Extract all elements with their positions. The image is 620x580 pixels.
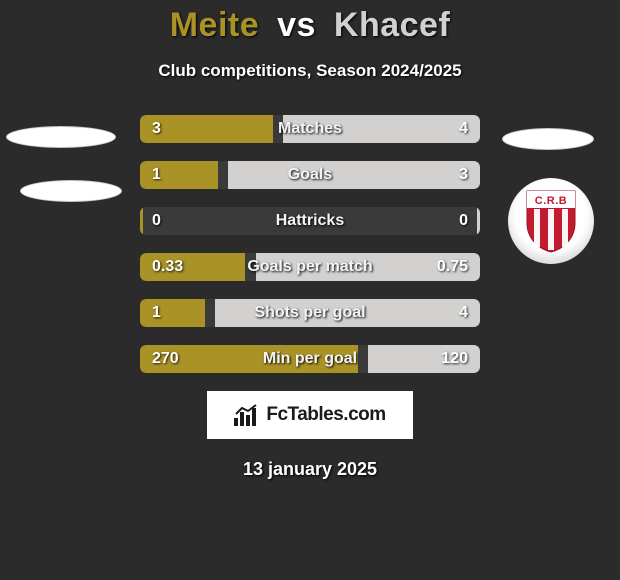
vs-separator: vs [277, 6, 316, 44]
stat-value-right: 0.75 [437, 253, 468, 281]
stat-value-left: 0.33 [152, 253, 183, 281]
player1-name: Meite [170, 6, 259, 44]
fctables-icon [234, 404, 260, 426]
player1-club-placeholder-2 [20, 180, 122, 202]
snapshot-date: 13 january 2025 [0, 459, 620, 480]
stat-label: Goals per match [140, 253, 480, 281]
stat-value-left: 1 [152, 161, 161, 189]
subtitle: Club competitions, Season 2024/2025 [0, 61, 620, 81]
player1-club-placeholder [6, 126, 116, 148]
stat-value-left: 270 [152, 345, 179, 373]
stat-row: Min per goal270 120 [140, 345, 480, 373]
stat-label: Min per goal [140, 345, 480, 373]
stat-row: Hattricks0 0 [140, 207, 480, 235]
stat-row: Shots per goal1 4 [140, 299, 480, 327]
club-shield-icon: C.R.B [523, 189, 579, 253]
stat-label: Hattricks [140, 207, 480, 235]
stat-row: Goals per match0.33 0.75 [140, 253, 480, 281]
stat-value-right: 4 [459, 115, 468, 143]
stat-row: Goals1 3 [140, 161, 480, 189]
stat-value-left: 3 [152, 115, 161, 143]
player2-club-placeholder [502, 128, 594, 150]
player2-name: Khacef [334, 6, 450, 44]
club-badge-text: C.R.B [523, 195, 579, 207]
stat-label: Matches [140, 115, 480, 143]
stat-row: Matches3 4 [140, 115, 480, 143]
stat-label: Shots per goal [140, 299, 480, 327]
stat-value-right: 3 [459, 161, 468, 189]
stat-value-left: 0 [152, 207, 161, 235]
stat-value-right: 120 [441, 345, 468, 373]
fctables-watermark: FcTables.com [207, 391, 413, 439]
comparison-title: Meite vs Khacef [0, 0, 620, 45]
stat-value-left: 1 [152, 299, 161, 327]
stat-value-right: 0 [459, 207, 468, 235]
stat-value-right: 4 [459, 299, 468, 327]
fctables-text: FcTables.com [266, 404, 385, 426]
player2-club-badge: C.R.B [508, 178, 594, 264]
stat-label: Goals [140, 161, 480, 189]
